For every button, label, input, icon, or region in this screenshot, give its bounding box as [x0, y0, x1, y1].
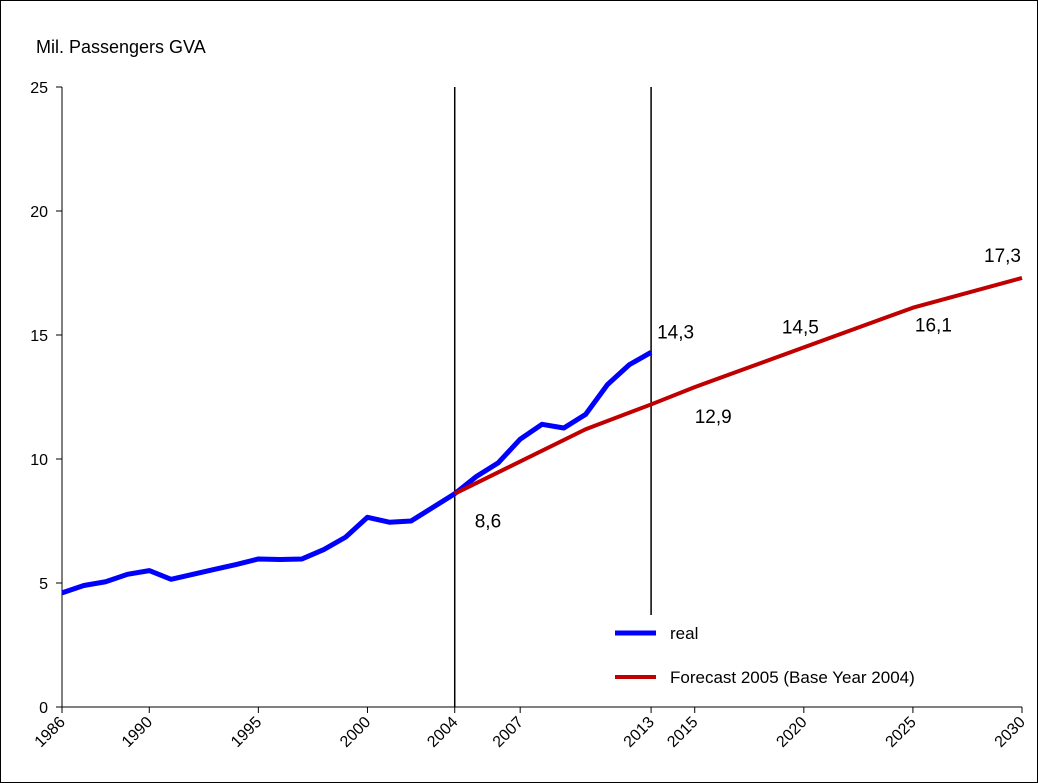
y-tick-label: 10 [30, 452, 48, 469]
y-tick-label: 0 [39, 700, 48, 717]
data-label: 17,3 [984, 246, 1021, 267]
y-axis-title: Mil. Passengers GVA [36, 37, 206, 57]
legend-label: Forecast 2005 (Base Year 2004) [670, 668, 915, 687]
y-tick-label: 25 [30, 80, 48, 97]
data-label: 14,3 [657, 322, 694, 343]
data-label: 8,6 [475, 512, 501, 533]
y-tick-label: 20 [30, 204, 48, 221]
data-label: 16,1 [915, 316, 952, 337]
series-line [61, 350, 653, 596]
legend-label: real [670, 624, 698, 643]
series-line [453, 276, 1023, 496]
y-tick-label: 5 [39, 576, 48, 593]
data-label: 12,9 [695, 407, 732, 428]
data-label: 14,5 [782, 317, 819, 338]
y-tick-label: 15 [30, 328, 48, 345]
